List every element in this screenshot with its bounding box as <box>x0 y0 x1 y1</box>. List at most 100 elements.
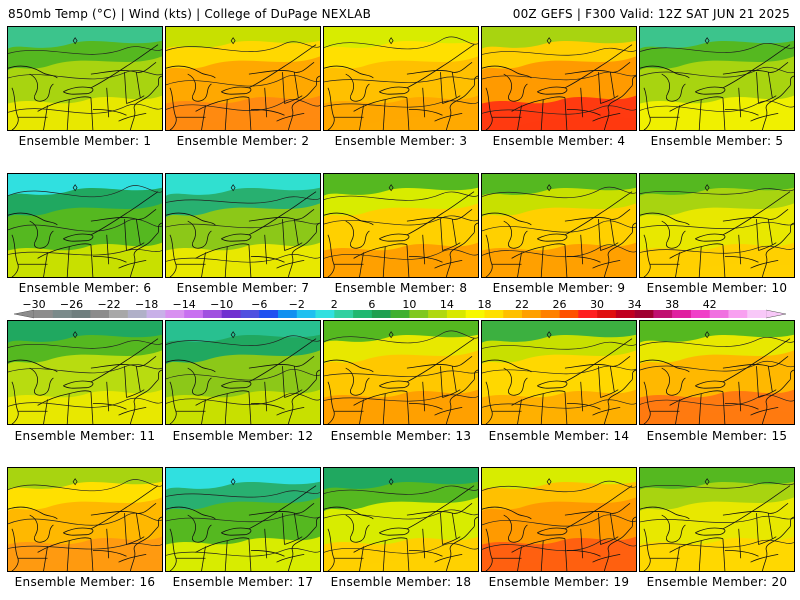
colorbar-swatch <box>202 310 222 318</box>
ensemble-member-8-caption: Ensemble Member: 8 <box>334 281 468 295</box>
colorbar-swatch <box>240 310 260 318</box>
colorbar-tick-label: 22 <box>515 298 529 311</box>
ensemble-member-20-caption: Ensemble Member: 20 <box>646 575 788 589</box>
colorbar-tick-label: −18 <box>135 298 159 311</box>
ensemble-member-14-caption: Ensemble Member: 14 <box>488 429 630 443</box>
colorbar-swatch <box>484 310 504 318</box>
colorbar-swatch <box>90 310 110 318</box>
colorbar-swatch <box>690 310 710 318</box>
ensemble-member-4-caption: Ensemble Member: 4 <box>492 134 626 148</box>
ensemble-member-1-map <box>7 26 163 131</box>
colorbar-swatch <box>578 310 598 318</box>
colorbar-tick-label: −6 <box>251 298 268 311</box>
colorbar-tick-label: 38 <box>665 298 680 311</box>
map-outline <box>482 331 636 424</box>
temp-band-coldest <box>8 321 162 343</box>
colorbar-swatch <box>259 310 279 318</box>
ensemble-member-16-map <box>7 467 163 572</box>
ensemble-member-11-caption: Ensemble Member: 11 <box>14 429 156 443</box>
colorbar-swatch <box>390 310 410 318</box>
map-outline <box>8 184 162 277</box>
ensemble-member-17-map <box>165 467 321 572</box>
colorbar-swatch <box>334 310 354 318</box>
contour-lines <box>640 337 794 406</box>
ensemble-member-12-map <box>165 320 321 425</box>
map-outline <box>482 184 636 277</box>
contour-lines <box>324 330 478 402</box>
colorbar-swatch <box>127 310 147 318</box>
colorbar-swatch <box>409 310 429 318</box>
colorbar-tick-label: −10 <box>210 298 234 311</box>
ensemble-member-19-caption: Ensemble Member: 19 <box>488 575 630 589</box>
map-outline <box>166 37 320 130</box>
colorbar-swatch <box>221 310 241 318</box>
ensemble-member-5-map <box>639 26 795 131</box>
ensemble-member-19-map <box>481 467 637 572</box>
colorbar-tick-label: −2 <box>288 298 305 311</box>
contour-lines <box>166 335 320 405</box>
temp-band-coldest <box>482 468 636 490</box>
colorbar-swatch <box>353 310 373 318</box>
colorbar-swatch <box>672 310 692 318</box>
ensemble-member-18-caption: Ensemble Member: 18 <box>330 575 472 589</box>
colorbar-swatch <box>540 310 560 318</box>
map-outline <box>166 331 320 424</box>
ensemble-member-16-caption: Ensemble Member: 16 <box>14 575 156 589</box>
ensemble-member-5-caption: Ensemble Member: 5 <box>650 134 784 148</box>
temp-band-coldest <box>166 174 320 196</box>
contour-lines <box>166 41 320 111</box>
colorbar-tick-label: −30 <box>22 298 46 311</box>
product-title: 850mb Temp (°C) | Wind (kts) | College o… <box>8 7 372 21</box>
temp-band-coldest <box>324 27 478 49</box>
ensemble-member-10-map <box>639 173 795 278</box>
colorbar-swatch <box>709 310 729 318</box>
map-outline <box>166 184 320 277</box>
contour-lines <box>324 191 478 260</box>
colorbar-swatch <box>728 310 748 318</box>
contour-lines <box>482 480 636 551</box>
ensemble-member-10-caption: Ensemble Member: 10 <box>646 281 788 295</box>
colorbar-tick-label: 6 <box>368 298 376 311</box>
colorbar-swatch <box>71 310 91 318</box>
colorbar-swatch <box>146 310 166 318</box>
valid-time: 00Z GEFS | F300 Valid: 12Z SAT JUN 21 20… <box>512 7 790 21</box>
colorbar-swatch <box>52 310 72 318</box>
colorbar-tick-label: 26 <box>552 298 567 311</box>
colorbar-swatch <box>315 310 335 318</box>
colorbar-tick-label: 10 <box>402 298 417 311</box>
colorbar-tick-label: −26 <box>59 298 84 311</box>
map-outline <box>166 478 320 571</box>
map-outline <box>8 331 162 424</box>
contour-lines <box>640 188 794 254</box>
temp-band-coldest <box>324 321 478 343</box>
ensemble-member-15-map <box>639 320 795 425</box>
contour-lines <box>8 479 162 550</box>
colorbar-swatch <box>296 310 316 318</box>
map-outline <box>640 478 794 571</box>
colorbar-swatch <box>278 310 298 318</box>
temp-band-coldest <box>640 468 794 490</box>
temp-band-coldest <box>482 321 636 343</box>
contour-lines <box>482 341 636 409</box>
colorbar-tick-label: 42 <box>702 298 717 311</box>
colorbar-swatch <box>559 310 579 318</box>
colorbar-tick-label: 34 <box>627 298 642 311</box>
ensemble-member-4-map <box>481 26 637 131</box>
ensemble-member-18-map <box>323 467 479 572</box>
colorbar-swatch <box>184 310 204 318</box>
ensemble-member-20-map <box>639 467 795 572</box>
ensemble-member-9-caption: Ensemble Member: 9 <box>492 281 626 295</box>
map-outline <box>324 331 478 424</box>
ensemble-member-13-caption: Ensemble Member: 13 <box>330 429 472 443</box>
contour-lines <box>8 185 162 256</box>
ensemble-member-11-map <box>7 320 163 425</box>
temp-band-coldest <box>640 27 794 49</box>
temp-band-coldest <box>324 468 478 490</box>
colorbar-swatch <box>653 310 673 318</box>
ensemble-member-15-caption: Ensemble Member: 15 <box>646 429 788 443</box>
colorbar-swatch <box>371 310 391 318</box>
map-outline <box>640 331 794 424</box>
temp-band-coldest <box>8 468 162 490</box>
map-outline <box>482 37 636 130</box>
ensemble-member-2-map <box>165 26 321 131</box>
